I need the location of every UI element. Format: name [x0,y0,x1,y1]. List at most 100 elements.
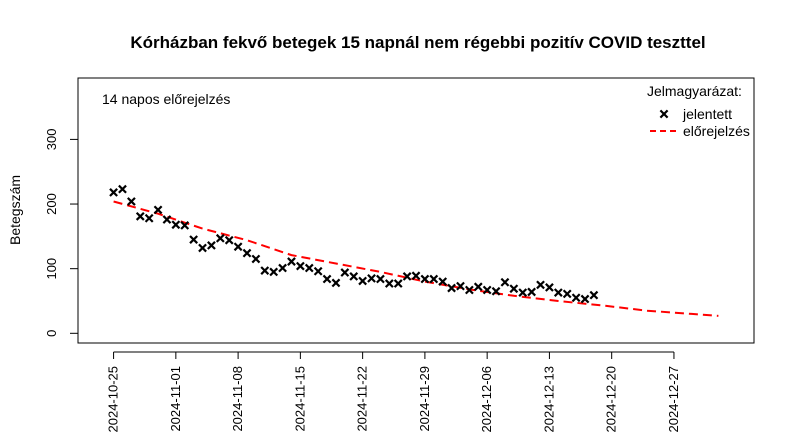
data-point [518,288,528,297]
point-stroke [189,235,199,244]
data-point [162,215,172,224]
data-point [215,233,225,243]
point-stroke [464,285,474,295]
data-point [233,242,243,252]
chart-title: Kórházban fekvő betegek 15 napnál nem ré… [130,33,705,52]
data-point [224,235,234,245]
data-point [144,213,154,223]
point-stroke [224,235,234,245]
x-axis: 2024-10-25 2024-11-01 2024-11-08 2024-11-15… [106,351,681,433]
data-point [402,272,412,281]
y-axis: 0 100 200 300 [44,129,79,337]
plot-frame [77,77,755,344]
point-stroke [269,267,279,277]
data-point [509,284,519,294]
x-tick-label: 2024-11-01 [168,366,183,432]
x-tick-label: 2024-11-08 [230,366,245,432]
point-stroke [411,271,421,281]
point-stroke [295,261,305,271]
legend-entry-reported: jelentett [682,106,732,122]
data-point [118,184,127,194]
point-stroke [491,286,501,296]
x-tick-label: 2024-12-13 [541,366,556,433]
data-point [242,248,252,258]
data-point [287,257,296,266]
data-point [180,220,190,230]
data-point [304,263,314,273]
point-stroke [144,213,154,223]
forecast-series [113,200,719,317]
data-point [447,283,456,293]
data-point [482,285,492,295]
data-point [536,280,545,290]
point-stroke [429,274,439,284]
point-stroke [331,278,341,288]
x-tick-label: 2024-12-20 [604,366,619,433]
data-point [545,283,554,292]
legend-x-mark [659,109,669,119]
point-stroke [527,287,537,297]
point-stroke [153,205,163,215]
x-tick-label: 2024-11-29 [417,366,432,432]
point-stroke [135,211,145,221]
data-point [171,220,181,230]
y-tick-label: 200 [44,193,59,215]
point-stroke [376,274,385,284]
point-stroke [126,197,136,206]
point-stroke [420,274,430,284]
forecast-annotation: 14 napos előrejelzés [102,91,230,107]
data-point [473,282,483,292]
point-stroke [198,243,207,253]
data-point [553,288,563,297]
point-stroke [340,268,350,277]
data-point [340,268,350,277]
data-point [393,279,403,288]
point-stroke [456,281,465,291]
data-point [153,205,163,215]
point-stroke [180,220,190,230]
data-point [571,293,581,303]
data-point [126,197,136,206]
data-point [251,254,261,264]
point-stroke [367,273,376,283]
point-stroke [207,241,216,250]
legend-title: Jelmagyarázat: [647,83,742,99]
legend-reported-marker [659,109,669,119]
data-point [580,294,590,304]
point-stroke [118,184,127,194]
point-stroke [536,280,545,290]
data-point [295,261,305,271]
data-point [500,277,510,287]
point-stroke [447,283,456,293]
point-stroke [518,288,528,297]
point-stroke [562,289,572,299]
y-tick-label: 300 [44,129,59,151]
forecast-line [113,200,719,317]
x-tick-label: 2024-11-22 [355,366,370,432]
point-stroke [304,263,314,273]
point-stroke [251,254,261,264]
data-point [527,287,537,297]
point-stroke [545,283,554,292]
data-point [384,279,394,288]
point-stroke [393,279,403,288]
data-point [349,272,359,281]
data-point [260,266,270,275]
legend-entry-forecast: előrejelzés [683,123,750,139]
point-stroke [287,257,296,266]
data-point [135,211,145,221]
point-stroke [509,284,519,294]
x-tick-label: 2024-10-25 [106,366,121,433]
data-point [420,274,430,284]
data-point [491,286,501,296]
data-point [562,289,572,299]
data-point [278,263,287,273]
data-point [438,277,448,286]
point-stroke [500,277,510,287]
point-stroke [402,272,412,281]
point-stroke [571,293,581,303]
data-point [331,278,341,288]
data-point [589,290,599,300]
